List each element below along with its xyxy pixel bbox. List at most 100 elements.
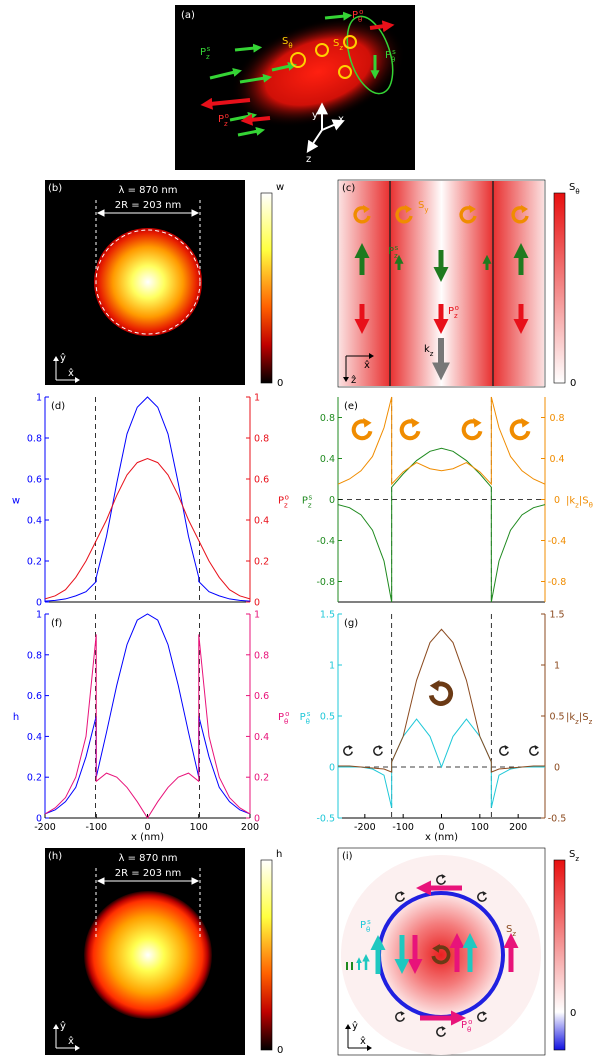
y2-tick-label: 0.8 [254,650,269,661]
label-part: z [512,930,516,938]
x-tick-label: 200 [509,822,527,833]
y2-axis-label: |kz|Sz [566,712,593,726]
label-part: θ [284,718,288,726]
spin-icon [430,680,451,704]
unit-x: x̂ [68,367,74,379]
label-part: |k [566,496,575,507]
series-line [45,397,250,601]
label-part: z [575,855,579,863]
y2-tick-label: 1 [254,393,260,404]
colorbar [261,860,272,1050]
colorbar-min: 0 [277,1045,283,1056]
colorbar-min: 0 [277,378,283,389]
unit-y: ŷ [60,352,66,364]
y-axis-label: w [12,496,20,507]
unit-x: x̂ [364,359,370,371]
y2-tick-label: -0.8 [548,577,567,588]
arrow [325,16,345,18]
x-tick-label: -100 [85,822,107,833]
label-part: o [468,1018,472,1026]
intensity-band [441,181,493,386]
label-part: w [12,496,20,507]
y-tick-label: -0.8 [316,577,335,588]
y-tick-label: 0.8 [320,413,335,424]
label-part: θ [391,56,395,64]
y2-tick-label: -0.4 [548,536,567,547]
y2-tick-label: -0.5 [548,814,567,825]
y-tick-label: 0.4 [27,516,42,527]
y2-axis-label: Pzo [278,494,289,510]
label-part: z [454,312,458,320]
series-line [45,634,250,818]
y-tick-label: 0 [36,598,42,609]
y2-axis-label: Pθo [278,710,289,726]
label-part: θ [589,502,593,510]
y-tick-label: 0.8 [27,434,42,445]
figure: (a) Pθo Pzs Sθ Sz Pθs Pzo y x z λ = 870 … [0,0,597,1059]
y-tick-label: 0.4 [27,732,42,743]
label-part: o [285,710,289,718]
y-axis-label: h [13,712,19,723]
axis-label: y [312,110,318,121]
y-tick-label: 0.6 [27,691,42,702]
colorbar-max: w [276,182,284,193]
label-part: o [285,494,289,502]
colorbar-max: Sθ [569,182,580,196]
colorbar-min: 0 [570,1008,576,1019]
label-part: s [307,710,311,718]
label-part: θ [358,16,362,24]
x-tick-label: 100 [471,822,489,833]
unit-y: ŷ [352,1020,358,1032]
panel-tag: (g) [344,618,358,629]
unit-z: ẑ [351,374,356,386]
label-part: h [13,712,19,723]
spin-icon [374,745,383,755]
x-axis-label: x (nm) [131,832,164,843]
x-tick-label: -200 [354,822,376,833]
y-tick-label: 1.5 [320,610,335,621]
label-part: z [394,252,398,260]
label-part: s [308,494,312,502]
y-tick-label: 0.2 [27,773,42,784]
label-part: z [589,718,593,726]
label-part: y [424,206,428,214]
series-line [45,614,250,814]
label-part: |S [579,496,589,507]
y-tick-label: 0.8 [27,650,42,661]
label-part: z [206,53,210,61]
colorbar [554,860,565,1050]
spin-icon [500,745,509,755]
unit-x: x̂ [360,1035,366,1047]
spin-icon [354,418,372,438]
panel-tag: (e) [344,401,358,412]
label-part: o [455,304,459,312]
field-map [94,228,202,336]
y-tick-label: -0.5 [316,814,335,825]
y-tick-label: 1 [36,610,42,621]
label-part: s [367,918,371,926]
series-line [338,719,545,808]
label-part: s [395,244,399,252]
y-tick-label: 0.6 [27,475,42,486]
y-axis-label: Pzs [302,494,313,510]
arrow [235,48,255,50]
y2-tick-label: 0 [554,495,560,506]
series-line [45,459,250,599]
label-part: o [225,112,229,120]
field-map [379,893,503,1017]
panel-tag: (i) [342,851,353,862]
y2-tick-label: 0.4 [549,454,564,465]
colorbar-max: Sz [569,849,579,863]
intensity-band [493,181,544,386]
label-part: |S [579,712,589,723]
colorbar [261,193,272,383]
series-line [338,629,545,772]
spin-icon [530,745,539,755]
y2-tick-label: 0 [254,598,260,609]
y-tick-label: 1 [36,393,42,404]
colorbar-min: 0 [570,378,576,389]
spin-icon [464,418,482,438]
spin-icon [344,745,353,755]
label-part: θ [306,718,310,726]
y-tick-label: 0.4 [320,454,335,465]
